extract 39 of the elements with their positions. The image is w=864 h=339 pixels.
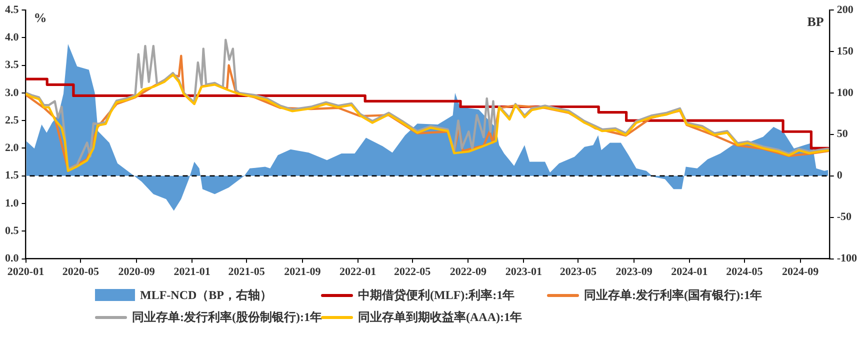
y-tick-label: 4.5 bbox=[5, 4, 20, 16]
y-tick-label: 1.0 bbox=[5, 197, 20, 210]
y-tick-label: 3.0 bbox=[5, 86, 20, 99]
x-tick-label: 2020-05 bbox=[62, 266, 100, 278]
y2-tick-label: 50 bbox=[836, 128, 848, 140]
x-tick-label: 2020-09 bbox=[118, 266, 156, 278]
x-tick-label: 2022-05 bbox=[394, 266, 432, 278]
y2-tick-label: -50 bbox=[836, 211, 852, 224]
y2-tick-label: 100 bbox=[836, 86, 854, 99]
y2-tick-label: 200 bbox=[836, 4, 854, 16]
x-tick-label: 2023-01 bbox=[505, 266, 542, 278]
y2-tick-label: 150 bbox=[836, 45, 854, 58]
x-tick-label: 2024-05 bbox=[726, 266, 764, 278]
y-tick-label: 0.0 bbox=[5, 252, 20, 265]
y-tick-label: 0.5 bbox=[5, 225, 20, 237]
x-tick-label: 2021-09 bbox=[284, 266, 322, 278]
x-tick-label: 2020-01 bbox=[7, 266, 44, 278]
x-tick-label: 2023-09 bbox=[616, 266, 653, 278]
y2-tick-label: -100 bbox=[836, 252, 858, 265]
y2-tick-label: 0 bbox=[836, 170, 843, 182]
y-tick-label: 1.5 bbox=[5, 170, 20, 182]
y2-axis-title: BP bbox=[807, 14, 824, 29]
y-axis-title: % bbox=[34, 10, 47, 25]
y-tick-label: 2.0 bbox=[5, 142, 20, 154]
y-tick-label: 4.0 bbox=[5, 31, 20, 44]
x-tick-label: 2021-01 bbox=[174, 266, 210, 278]
legend-label: 同业存单:发行利率(股份制银行):1年 bbox=[132, 308, 322, 326]
legend-label: 同业存单:发行利率(国有银行):1年 bbox=[584, 286, 762, 304]
y-tick-label: 2.5 bbox=[5, 114, 20, 126]
x-tick-label: 2023-05 bbox=[560, 266, 597, 278]
y-tick-label: 3.5 bbox=[5, 59, 20, 72]
x-tick-label: 2024-01 bbox=[671, 266, 708, 278]
x-tick-label: 2022-09 bbox=[450, 266, 488, 278]
legend-label: MLF-NCD（BP，右轴） bbox=[140, 286, 272, 304]
x-tick-label: 2024-09 bbox=[782, 266, 820, 278]
x-tick-label: 2022-01 bbox=[339, 266, 376, 278]
legend-label: 同业存单到期收益率(AAA):1年 bbox=[358, 308, 522, 326]
legend-label: 中期借贷便利(MLF):利率:1年 bbox=[358, 286, 515, 304]
x-tick-label: 2021-05 bbox=[228, 266, 266, 278]
